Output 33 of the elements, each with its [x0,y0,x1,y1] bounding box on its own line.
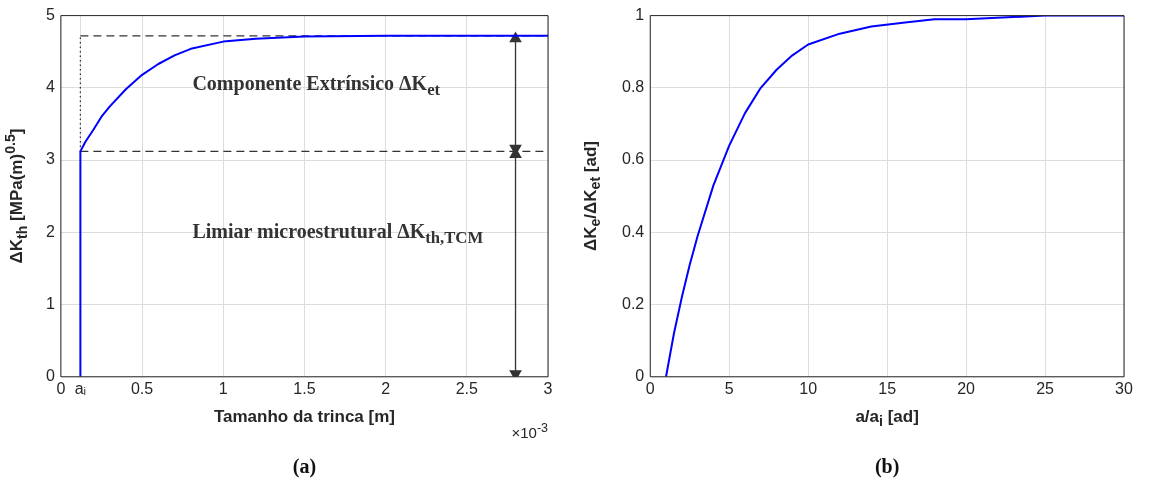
y-tick-label: 3 [45,150,55,168]
x-tick-label: aᵢ [74,379,87,397]
y-tick-label: 0.4 [621,222,645,240]
x-tick-label: 2 [381,379,391,397]
text: (a) [292,454,317,478]
y-tick-label: 1 [45,294,55,312]
y-tick-label: 0 [45,367,55,385]
x-tick-label: 0.5 [130,379,154,397]
text: (b) [874,454,900,478]
y-tick-label: 0 [635,367,645,385]
text: ×10$^{-3}$ [511,420,548,441]
x-tick-label: 15 [878,379,897,397]
y-tick-label: 2 [45,222,55,240]
annotation: Componente Extrínsico ΔK$_{et}$ [192,72,441,101]
x-tick-label: 3 [543,379,553,397]
x-tick-label: 0 [56,379,66,397]
x-tick-label: 5 [724,379,734,397]
x-axis-title: a/a$_{i}$ [ad] [855,406,919,430]
x-tick-label: 10 [799,379,818,397]
x-axis-title: Tamanho da trinca [m] [213,406,395,427]
x-tick-label: 30 [1115,379,1133,397]
x-tick-label: 2.5 [455,379,479,397]
annotation: Limiar microestrutural ΔK$_{th,TCM}$ [192,220,484,249]
y-tick-label: 4 [45,78,55,96]
y-tick-label: 0.2 [621,294,645,312]
y-tick-label: 5 [45,6,55,24]
x-tick-label: 20 [957,379,976,397]
x-tick-label: 1 [218,379,228,397]
y-tick-label: 0.6 [621,150,645,168]
y-tick-label: 0.8 [621,78,645,96]
y-tick-label: 1 [635,6,645,24]
x-tick-label: 1.5 [293,379,316,397]
x-tick-label: 25 [1036,379,1055,397]
